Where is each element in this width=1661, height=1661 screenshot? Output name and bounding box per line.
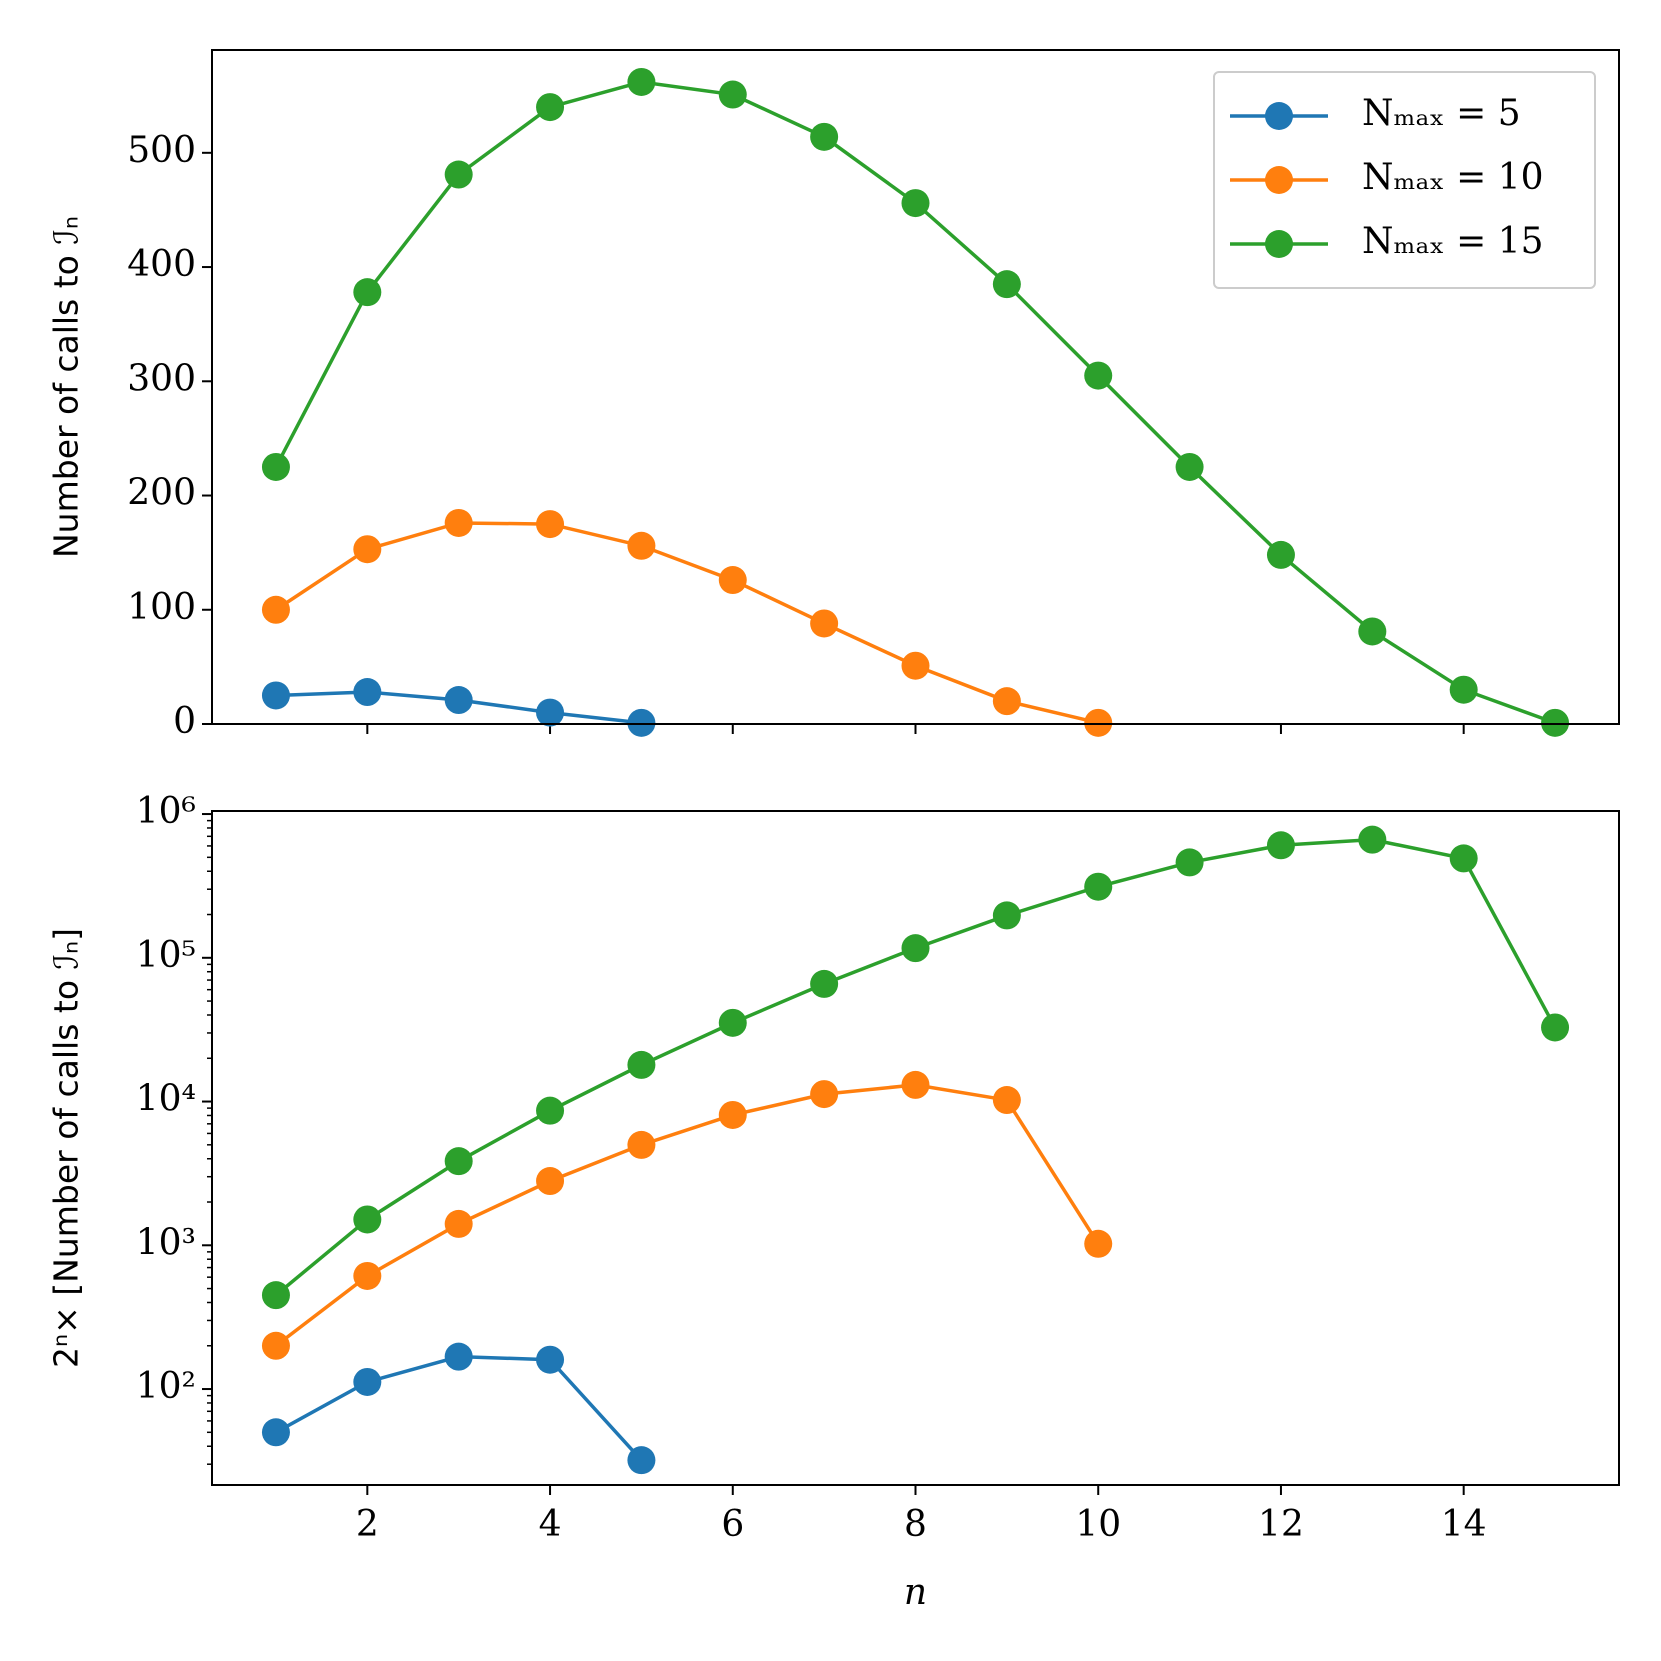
marker xyxy=(810,122,839,151)
marker xyxy=(444,508,473,537)
y-tick-label: 0 xyxy=(173,701,196,742)
marker xyxy=(261,452,290,481)
y-tick-label: 10³ xyxy=(136,1222,196,1263)
marker xyxy=(444,1147,473,1176)
marker xyxy=(353,1261,382,1290)
marker xyxy=(1358,617,1387,646)
marker xyxy=(1175,848,1204,877)
y-tick-label: 100 xyxy=(127,587,196,628)
y-tick-label: 500 xyxy=(127,130,196,171)
marker xyxy=(1266,540,1295,569)
marker xyxy=(353,1205,382,1234)
marker xyxy=(627,708,656,737)
marker xyxy=(1541,1013,1570,1042)
marker xyxy=(536,1096,565,1125)
marker xyxy=(536,93,565,122)
legend-label: Nₘₐₓ = 10 xyxy=(1362,157,1544,198)
marker xyxy=(810,969,839,998)
y-tick-label: 400 xyxy=(127,244,196,285)
marker xyxy=(627,1130,656,1159)
x-tick-label: 6 xyxy=(721,1504,744,1545)
marker xyxy=(992,687,1021,716)
marker xyxy=(718,80,747,109)
y-tick-label: 300 xyxy=(127,358,196,399)
legend-box xyxy=(1213,71,1596,289)
series-line xyxy=(274,1083,1100,1348)
marker xyxy=(353,678,382,707)
x-tick-label: 14 xyxy=(1441,1504,1487,1545)
series-line xyxy=(275,1354,643,1462)
marker xyxy=(353,535,382,564)
x-tick-label: 10 xyxy=(1075,1504,1121,1545)
marker xyxy=(536,1345,565,1374)
marker xyxy=(901,189,930,218)
marker xyxy=(901,934,930,963)
y-tick-label: 10² xyxy=(136,1366,196,1407)
marker xyxy=(444,160,473,189)
x-tick-label: 4 xyxy=(539,1504,562,1545)
y-tick-label: 200 xyxy=(127,473,196,514)
marker xyxy=(444,1209,473,1238)
marker xyxy=(627,1050,656,1079)
series-line xyxy=(274,521,1099,725)
marker xyxy=(627,67,656,96)
marker xyxy=(261,595,290,624)
marker xyxy=(1449,675,1478,704)
marker xyxy=(901,1070,930,1099)
marker xyxy=(627,531,656,560)
marker xyxy=(261,1331,290,1360)
axes-frame xyxy=(211,810,1620,1486)
marker xyxy=(261,1418,290,1447)
marker xyxy=(718,1100,747,1129)
marker xyxy=(536,698,565,727)
y-tick-label: 10⁵ xyxy=(136,935,196,976)
marker xyxy=(810,609,839,638)
x-tick-label: 12 xyxy=(1258,1504,1304,1545)
y-axis-label: Number of calls to ℐₙ xyxy=(47,216,86,558)
marker xyxy=(536,510,565,539)
marker xyxy=(353,278,382,307)
marker xyxy=(1449,844,1478,873)
legend-marker xyxy=(1265,166,1293,194)
y-tick-label: 10⁴ xyxy=(136,1079,196,1120)
axes-frame xyxy=(211,49,1620,725)
marker xyxy=(261,681,290,710)
marker xyxy=(261,1281,290,1310)
marker xyxy=(992,270,1021,299)
marker xyxy=(901,651,930,680)
marker xyxy=(1541,708,1570,737)
marker xyxy=(1084,708,1113,737)
marker xyxy=(627,1446,656,1475)
y-tick-label: 10⁶ xyxy=(136,791,196,832)
marker xyxy=(992,901,1021,930)
marker xyxy=(536,1167,565,1196)
x-axis-label: n xyxy=(904,1572,927,1613)
marker xyxy=(810,1080,839,1109)
x-tick-label: 8 xyxy=(904,1504,927,1545)
x-tick-label: 2 xyxy=(356,1504,379,1545)
marker xyxy=(718,566,747,595)
y-axis-label: 2ⁿ× [Number of calls to ℐₙ] xyxy=(47,928,86,1368)
marker xyxy=(1084,361,1113,390)
marker xyxy=(444,686,473,715)
marker xyxy=(353,1367,382,1396)
marker xyxy=(1358,825,1387,854)
marker xyxy=(1266,831,1295,860)
legend-label: Nₘₐₓ = 5 xyxy=(1362,93,1521,134)
legend-marker xyxy=(1265,230,1293,258)
marker xyxy=(1175,452,1204,481)
legend-marker xyxy=(1265,102,1293,130)
marker xyxy=(1084,1229,1113,1258)
marker xyxy=(992,1086,1021,1115)
marker xyxy=(718,1008,747,1037)
legend-label: Nₘₐₓ = 15 xyxy=(1362,221,1544,262)
marker xyxy=(444,1342,473,1371)
marker xyxy=(1084,872,1113,901)
